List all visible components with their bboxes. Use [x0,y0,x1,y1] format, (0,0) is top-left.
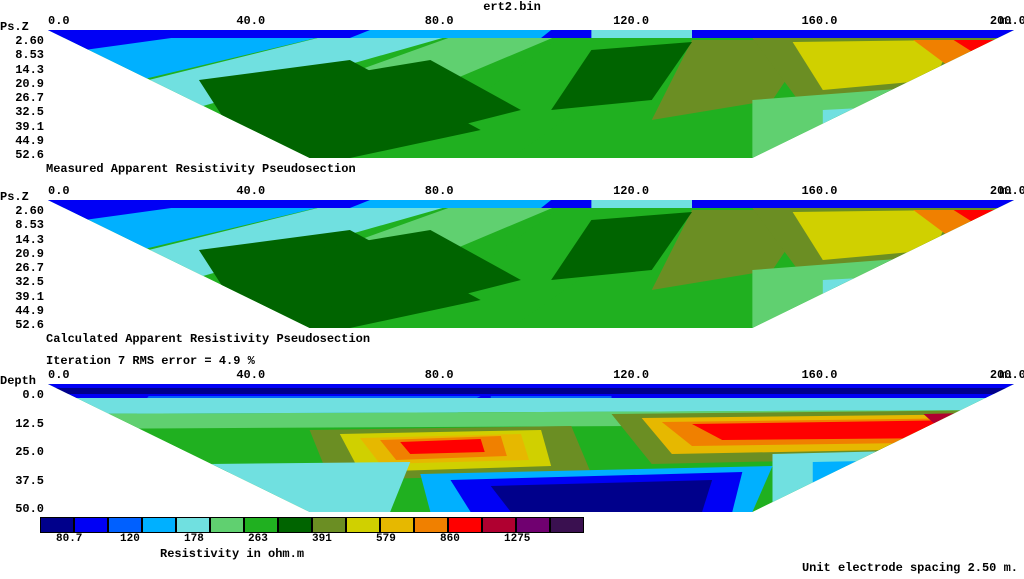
y-tick: 0.0 [22,388,44,402]
legend-swatch [550,517,584,533]
x-axis: m. 0.040.080.0120.0160.0200.0 [48,14,1014,28]
y-header: Ps.Z [0,190,29,204]
panel-inverse-model: Depth 0.0 12.5 25.0 37.5 50.0 Iteration 7 RM… [0,354,1024,534]
y-tick: 26.7 [15,261,44,275]
legend-swatch [312,517,346,533]
y-tick: 25.0 [15,445,44,459]
chart-svg [48,30,1014,158]
legend-value: 1275 [504,533,530,545]
y-tick: 39.1 [15,290,44,304]
y-tick: 37.5 [15,474,44,488]
iteration-text: Iteration 7 RMS error = 4.9 % [46,354,255,368]
x-tick: 80.0 [425,184,454,198]
legend-swatch [516,517,550,533]
legend-value: 391 [312,533,332,545]
legend-swatch [40,517,74,533]
y-tick: 12.5 [15,417,44,431]
y-tick: 50.0 [15,502,44,516]
chart-svg [48,384,1014,512]
y-tick: 20.9 [15,77,44,91]
y-tick: 44.9 [15,134,44,148]
y-axis: Ps.Z 2.608.5314.320.926.732.539.144.952.… [0,24,44,159]
legend-swatch [244,517,278,533]
legend-swatch [210,517,244,533]
y-tick: 44.9 [15,304,44,318]
y-tick: 26.7 [15,91,44,105]
y-tick: 32.5 [15,275,44,289]
x-tick: 80.0 [425,368,454,382]
x-tick: 40.0 [236,368,265,382]
pseudosection-plot [48,30,1014,158]
legend-swatch [448,517,482,533]
legend-swatch [142,517,176,533]
x-tick: 80.0 [425,14,454,28]
y-header: Depth [0,374,36,388]
x-tick: 120.0 [613,14,649,28]
model-section-plot [48,384,1014,512]
y-tick: 39.1 [15,120,44,134]
x-tick: 120.0 [613,368,649,382]
y-tick: 8.53 [15,218,44,232]
file-title: ert2.bin [483,0,541,14]
legend-swatch [278,517,312,533]
x-tick: 120.0 [613,184,649,198]
legend-value: 579 [376,533,396,545]
legend-swatch [414,517,448,533]
panel-subtitle: Measured Apparent Resistivity Pseudosect… [46,162,356,176]
x-tick: 40.0 [236,14,265,28]
x-tick: 0.0 [48,184,70,198]
y-tick: 8.53 [15,48,44,62]
x-axis: m. 0.040.080.0120.0160.0200.0 [48,184,1014,198]
y-header: Ps.Z [0,20,29,34]
y-axis: Ps.Z 2.608.5314.320.926.732.539.144.952.… [0,194,44,329]
y-tick: 14.3 [15,233,44,247]
x-tick: 200.0 [990,14,1024,28]
footer-text: Unit electrode spacing 2.50 m. [802,561,1018,575]
legend-labels: 80.7 120 178 263 391 579 860 1275 [40,533,584,547]
panel-calculated: Ps.Z 2.608.5314.320.926.732.539.144.952.… [0,184,1024,349]
x-tick: 200.0 [990,368,1024,382]
legend-swatch [482,517,516,533]
x-tick: 0.0 [48,14,70,28]
y-tick: 2.60 [15,34,44,48]
legend-value: 860 [440,533,460,545]
legend-value: 80.7 [56,533,82,545]
x-tick: 160.0 [801,184,837,198]
legend-swatches [40,517,584,533]
y-tick: 52.6 [15,148,44,162]
y-axis: Depth 0.012.525.037.550.0 [0,378,44,514]
y-tick: 32.5 [15,105,44,119]
y-tick: 52.6 [15,318,44,332]
x-tick: 160.0 [801,368,837,382]
x-tick: 0.0 [48,368,70,382]
chart-svg [48,200,1014,328]
legend-value: 120 [120,533,140,545]
y-tick: 20.9 [15,247,44,261]
x-tick: 200.0 [990,184,1024,198]
y-tick: 2.60 [15,204,44,218]
panel-measured: Ps.Z 2.608.5314.320.926.732.539.144.952.… [0,14,1024,179]
page: ert2.bin Ps.Z 2.608.5314.320.926.732.539… [0,0,1024,579]
panel-subtitle: Calculated Apparent Resistivity Pseudose… [46,332,370,346]
legend-title: Resistivity in ohm.m [160,547,584,561]
legend-value: 178 [184,533,204,545]
legend-swatch [108,517,142,533]
legend-swatch [346,517,380,533]
pseudosection-plot [48,200,1014,328]
x-axis: m. 0.040.080.0120.0160.0200.0 [48,368,1014,382]
x-tick: 160.0 [801,14,837,28]
color-legend: 80.7 120 178 263 391 579 860 1275 Resistivity i… [40,517,584,561]
y-tick: 14.3 [15,63,44,77]
legend-value: 263 [248,533,268,545]
x-tick: 40.0 [236,184,265,198]
legend-swatch [380,517,414,533]
legend-swatch [74,517,108,533]
legend-swatch [176,517,210,533]
